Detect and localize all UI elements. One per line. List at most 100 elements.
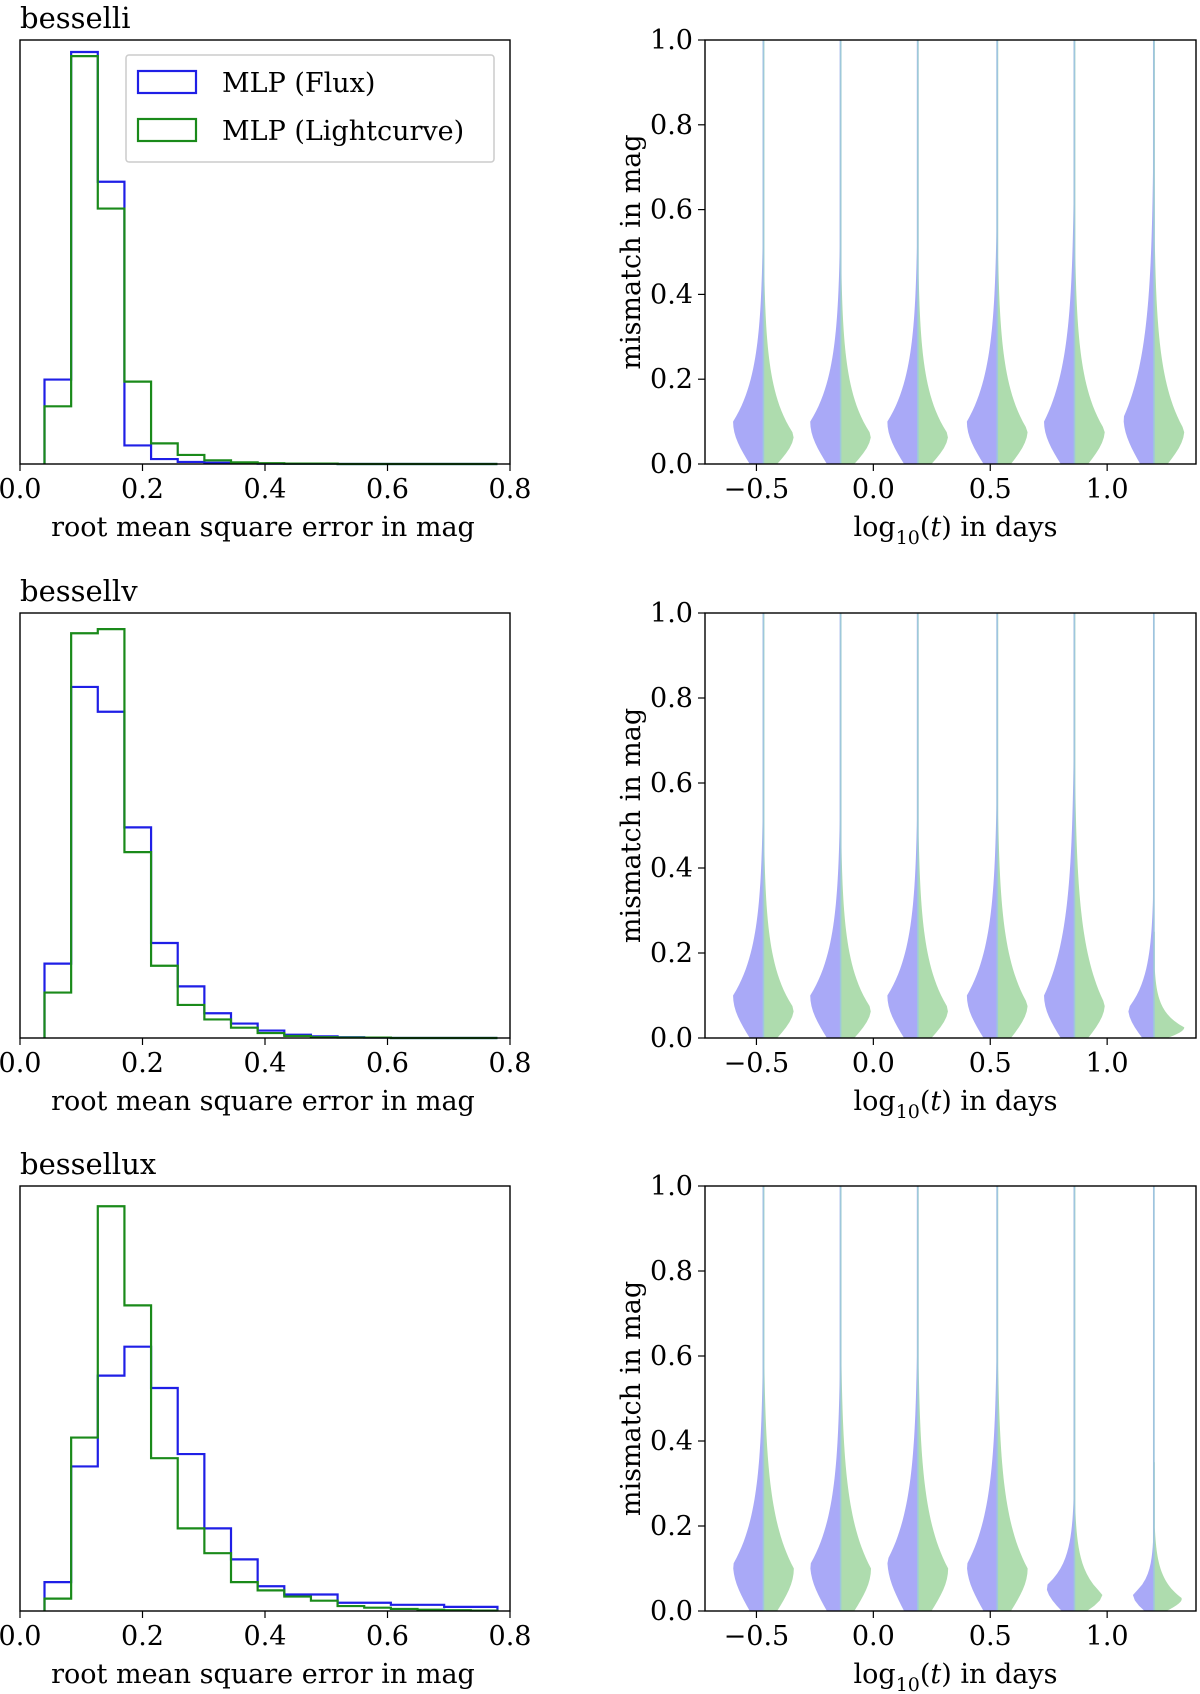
x-tick-label: 0.2 [121, 1048, 164, 1079]
y-tick-label: 1.0 [650, 1171, 693, 1202]
legend-swatch-lightcurve [136, 117, 198, 143]
y-tick-label: 0.8 [650, 1256, 693, 1287]
x-tick-label: −0.5 [724, 1621, 790, 1652]
violin-lightcurve-6 [1153, 40, 1185, 464]
y-tick-label: 1.0 [650, 25, 693, 56]
violin-panel-1: 0.0 0.2 0.4 0.6 0.8 1.0 −0.5 0.0 0.5 1.0 mismatch … [616, 25, 1197, 549]
histogram-series-flux [43, 685, 498, 1040]
x-tick-label: 0.6 [366, 474, 409, 505]
x-tick-label: 1.0 [1086, 1621, 1129, 1652]
y-tick-label: 0.2 [650, 364, 693, 395]
x-tick-label: 0.8 [489, 1621, 532, 1652]
x-tick-label: 0.8 [489, 474, 532, 505]
violin-body-group [733, 1186, 1182, 1611]
histogram-series-flux [43, 1345, 499, 1611]
violin-lightcurve-2 [840, 613, 871, 1038]
x-tick-label: 0.0 [852, 1048, 895, 1079]
histogram-series-lightcurve [43, 1205, 499, 1612]
violin-flux-1 [733, 613, 764, 1038]
violin-lightcurve-2 [840, 1186, 871, 1611]
x-tick-label: 0.4 [244, 1621, 287, 1652]
x-tick-label: 0.4 [244, 1048, 287, 1079]
x-tick-label: 1.0 [1086, 474, 1129, 505]
axes-frame [19, 1185, 511, 1612]
axes-frame [704, 1185, 1197, 1612]
y-axis-label: mismatch in mag [616, 1281, 647, 1516]
x-tick-label: 0.4 [244, 474, 287, 505]
violin-lightcurve-1 [763, 613, 794, 1038]
violin-flux-5 [1046, 1186, 1075, 1611]
y-tick-label: 0.4 [650, 1426, 693, 1457]
x-axis-label: log10(t) in days [854, 512, 1058, 549]
violin-lightcurve-4 [997, 1186, 1028, 1611]
violin-flux-6 [1128, 613, 1154, 1038]
legend-label: MLP (Flux) [222, 68, 375, 99]
legend-label: MLP (Lightcurve) [222, 116, 464, 147]
violin-panel-2: 0.0 0.2 0.4 0.6 0.8 1.0 −0.5 0.0 0.5 1.0 mismatch … [616, 598, 1197, 1123]
x-axis-label: root mean square error in mag [51, 1086, 475, 1117]
legend-swatch-flux [136, 69, 198, 95]
x-tick-label: 0.0 [0, 1048, 41, 1079]
violin-flux-5 [1044, 613, 1075, 1038]
y-tick-label: 0.0 [650, 1023, 693, 1054]
violin-body-group [733, 40, 1185, 464]
axes-frame [704, 612, 1197, 1039]
x-axis-label: log10(t) in days [854, 1086, 1058, 1123]
violin-flux-3 [887, 1186, 918, 1611]
y-tick-label: 0.2 [650, 938, 693, 969]
violin-flux-2 [810, 613, 841, 1038]
x-axis-label: root mean square error in mag [51, 512, 475, 543]
violin-panel-3: 0.0 0.2 0.4 0.6 0.8 1.0 −0.5 0.0 0.5 1.0 mismatch … [616, 1171, 1197, 1694]
y-axis-label: mismatch in mag [616, 134, 647, 369]
x-axis-label: root mean square error in mag [51, 1659, 475, 1690]
violin-lightcurve-1 [763, 40, 794, 464]
y-tick-label: 0.4 [650, 853, 693, 884]
histogram-panel-1: besselli 0.0 0.2 0.4 0.6 0.8 root mean square … [0, 1, 531, 543]
legend-box [125, 54, 495, 163]
violin-flux-1 [733, 40, 764, 464]
violin-flux-6 [1123, 40, 1154, 464]
x-tick-label: 0.6 [366, 1621, 409, 1652]
axes-frame [19, 612, 511, 1039]
y-tick-label: 0.6 [650, 768, 693, 799]
violin-flux-2 [810, 40, 841, 464]
violin-flux-5 [1044, 40, 1075, 464]
x-tick-label: 0.6 [366, 1048, 409, 1079]
y-tick-label: 0.8 [650, 110, 693, 141]
x-tick-label: 1.0 [1086, 1048, 1129, 1079]
violin-lightcurve-5 [1074, 613, 1105, 1038]
x-tick-label: 0.0 [852, 474, 895, 505]
violin-flux-4 [966, 613, 998, 1038]
x-tick-label: 0.5 [969, 1048, 1012, 1079]
violin-lightcurve-3 [917, 1186, 949, 1611]
violin-lightcurve-6 [1153, 931, 1185, 1038]
y-axis-label: mismatch in mag [616, 708, 647, 943]
x-tick-label: 0.5 [969, 474, 1012, 505]
x-tick-label: 0.8 [489, 1048, 532, 1079]
x-tick-label: 0.5 [969, 1621, 1012, 1652]
y-tick-label: 0.2 [650, 1511, 693, 1542]
violin-body-group [733, 613, 1185, 1038]
violin-flux-4 [967, 1186, 998, 1611]
y-tick-label: 0.4 [650, 279, 693, 310]
histogram-panel-3: bessellux 0.0 0.2 0.4 0.6 0.8 root mean square… [0, 1147, 531, 1690]
violin-flux-2 [810, 1186, 841, 1611]
histogram-series-lightcurve [43, 628, 498, 1040]
y-tick-label: 0.8 [650, 683, 693, 714]
violin-flux-4 [966, 40, 998, 464]
x-tick-label: 0.0 [0, 1621, 41, 1652]
y-tick-label: 1.0 [650, 598, 693, 629]
violin-lightcurve-4 [997, 613, 1028, 1038]
axes-frame [704, 39, 1197, 465]
x-axis-label: log10(t) in days [854, 1659, 1058, 1694]
histogram-panel-2: bessellv 0.0 0.2 0.4 0.6 0.8 root mean square … [0, 574, 531, 1117]
panel-title: besselli [20, 1, 130, 35]
x-tick-label: 0.2 [121, 1621, 164, 1652]
x-tick-label: −0.5 [724, 1048, 790, 1079]
violin-flux-1 [733, 1186, 764, 1611]
violin-lightcurve-2 [840, 40, 871, 464]
violin-lightcurve-3 [917, 613, 948, 1038]
x-tick-label: −0.5 [724, 474, 790, 505]
violin-flux-3 [887, 40, 918, 464]
